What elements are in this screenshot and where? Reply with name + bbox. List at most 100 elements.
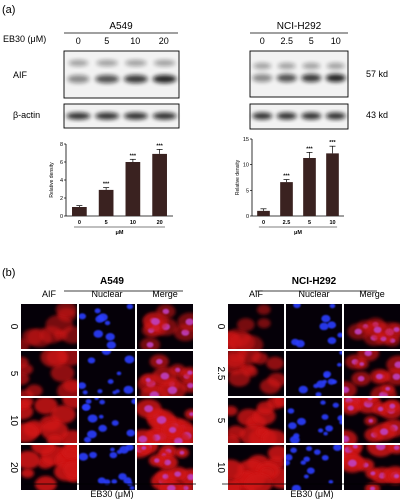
h292-dose-0: 0	[260, 36, 265, 46]
h292-chart-ytick-2: 10	[243, 163, 249, 169]
b-a549-row-2: 10	[8, 415, 19, 427]
b-a549-tile-3-nuclear	[79, 445, 135, 490]
a549-actin-band-2	[123, 112, 148, 120]
a549-aif-upper-band-0	[68, 59, 89, 67]
b-h292-col-2: Merge	[359, 289, 385, 299]
a549-actin-band-3	[152, 112, 177, 120]
h292-chart-ytick-1: 5	[246, 188, 249, 194]
h292-aif-upper-band-3	[326, 62, 345, 70]
h292-chart-ytick-0: 0	[246, 214, 249, 220]
b-h292-tile-1-merge	[344, 351, 400, 396]
a549-actin-band-0	[66, 112, 91, 120]
b-h292-xlabel: EB30 (μM)	[290, 489, 333, 499]
b-h292-row-0: 0	[215, 324, 226, 330]
h292-aif-upper-band-2	[302, 62, 321, 70]
b-h292-row-3: 10	[215, 462, 226, 474]
a549-dose-labels: 0 5 10 20	[76, 36, 169, 46]
a549-chart-sig-1: ***	[103, 182, 110, 188]
b-a549-col-0: AIF	[42, 289, 57, 299]
h292-chart-sig-2: ***	[306, 146, 313, 152]
b-h292-tile-2-merge	[344, 398, 400, 443]
b-a549-tile-0-nuclear	[79, 304, 135, 349]
h292-dose-labels: 0 2.5 5 10	[260, 36, 341, 46]
h292-chart-sig-1: ***	[283, 174, 290, 180]
band-size-57kd: 57 kd	[366, 69, 388, 79]
h292-chart-ytick-3: 15	[243, 137, 249, 143]
a549-aif-upper-band-2	[125, 59, 147, 67]
b-h292-tile-2-aif	[228, 398, 284, 443]
b-a549-tile-1-nuclear	[79, 351, 135, 396]
h292-aif-blot	[249, 50, 349, 98]
h292-aif-upper-band-0	[253, 62, 272, 70]
h292-actin-band-0	[252, 112, 273, 120]
panel-b-label: (b)	[2, 267, 15, 279]
a549-density-chart: 0 2 4 6 8 Relative density 0 *** 5 *** 10 *** 20 μM	[49, 142, 173, 236]
a549-chart-sig-2: ***	[130, 153, 137, 159]
h292-aif-upper-band-1	[277, 62, 296, 70]
b-a549-tile-1-merge	[137, 351, 193, 396]
b-a549-row-1: 5	[8, 371, 19, 377]
panel-a-label: (a)	[2, 4, 15, 16]
a549-dose-3: 20	[159, 36, 169, 46]
a549-chart-xtick-1: 5	[105, 220, 108, 226]
h292-chart-ylabel: Relative density	[235, 159, 241, 195]
b-a549-xlabel: EB30 (μM)	[90, 489, 133, 499]
h292-aif-band-3	[325, 74, 346, 82]
a549-dose-1: 5	[104, 36, 109, 46]
a549-actin-band-1	[95, 112, 120, 120]
h292-chart-xlabel: μM	[294, 230, 302, 236]
band-size-43kd: 43 kd	[366, 110, 388, 120]
a549-chart-bar-0	[72, 207, 87, 216]
a549-aif-band-0	[67, 75, 90, 83]
a549-dose-2: 10	[130, 36, 140, 46]
b-a549-tile-3-merge	[137, 445, 193, 490]
h292-aif-band-0	[252, 74, 273, 82]
b-h292-tile-3-nuclear	[286, 445, 342, 490]
h292-chart-sig-3: ***	[329, 140, 336, 146]
h292-chart-bar-2	[303, 157, 316, 216]
a549-aif-band-2	[123, 75, 148, 83]
a549-aif-blot	[63, 50, 180, 99]
b-h292-row-2: 5	[215, 418, 226, 424]
b-h292-tile-0-merge	[344, 304, 400, 349]
h292-actin-band-3	[325, 112, 346, 120]
a549-title: A549	[109, 21, 133, 32]
b-a549-tile-0-merge	[137, 304, 193, 349]
h292-chart-bar-3	[326, 153, 339, 216]
h292-chart-bar-0	[257, 210, 270, 216]
a549-chart-xlabel: μM	[116, 230, 124, 236]
a549-chart-bar-1	[98, 189, 114, 216]
band-label-actin: β-actin	[13, 110, 40, 120]
h292-dose-3: 10	[331, 36, 341, 46]
b-h292-tile-3-aif	[228, 445, 284, 490]
b-h292-title: NCI-H292	[292, 276, 337, 287]
a549-chart-bar-3	[152, 153, 167, 216]
b-a549-col-2: Merge	[152, 289, 178, 299]
b-a549-tile-2-aif	[21, 398, 77, 443]
h292-actin-blot	[249, 103, 349, 130]
b-a549-tile-2-merge	[137, 398, 193, 443]
h292-chart-bar-1	[280, 182, 293, 216]
a549-chart-ytick-1: 2	[60, 196, 63, 202]
band-label-aif: AIF	[13, 70, 28, 80]
b-a549-title: A549	[100, 276, 124, 287]
h292-aif-band-2	[301, 74, 322, 82]
a549-chart-bar-2	[125, 162, 141, 216]
a549-chart-xtick-3: 20	[157, 220, 163, 226]
b-h292-row-1: 2.5	[215, 367, 226, 381]
b-h292-tile-0-nuclear	[286, 304, 342, 349]
b-a549-col-1: Nuclear	[91, 289, 122, 299]
h292-actin-band-1	[276, 112, 297, 120]
dose-label: EB30 (μM)	[3, 34, 46, 44]
b-h292-tile-1-nuclear	[286, 351, 342, 396]
a549-aif-band-3	[152, 75, 177, 83]
h292-chart-xtick-1: 2.5	[283, 220, 291, 226]
a549-aif-band-1	[95, 75, 120, 83]
a549-chart-sig-3: ***	[156, 143, 163, 149]
h292-chart-xtick-0: 0	[262, 220, 265, 226]
a549-chart-xtick-0: 0	[78, 220, 81, 226]
a549-aif-upper-band-3	[153, 59, 176, 67]
b-a549-tile-1-aif	[21, 351, 77, 396]
b-h292-col-1: Nuclear	[298, 289, 329, 299]
